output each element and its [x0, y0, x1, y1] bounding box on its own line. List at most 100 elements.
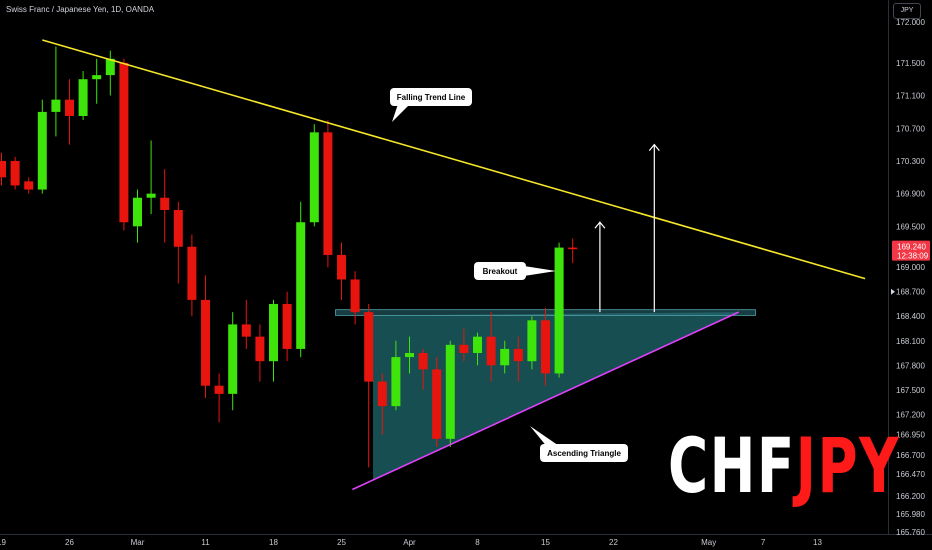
candle-body [228, 324, 238, 394]
time-tick-label: May [701, 538, 716, 547]
candle [37, 99, 47, 194]
candle-body [51, 99, 61, 112]
candle-body [377, 381, 387, 407]
watermark-logo: CHFJPY [668, 428, 900, 504]
candle-body [459, 344, 469, 354]
candle-body [337, 254, 346, 280]
candle [65, 79, 74, 145]
candle-body [187, 246, 197, 300]
candle-body [160, 197, 170, 210]
drawings-layer [42, 39, 866, 491]
candle [459, 328, 469, 362]
candle-body [282, 303, 292, 349]
candle [391, 340, 401, 411]
candle-body [350, 279, 360, 313]
candle-body [323, 132, 333, 255]
candle [473, 332, 482, 366]
candle [173, 201, 183, 284]
price-tick-label: 168.100 [896, 337, 925, 346]
price-tick-label: 169.900 [896, 190, 925, 199]
candle [119, 58, 129, 231]
candle-body [486, 336, 496, 366]
watermark-quote: JPY [795, 421, 901, 510]
candle-body [119, 62, 129, 223]
candle-body [364, 312, 374, 382]
time-tick-label: Apr [403, 538, 416, 547]
candle [350, 271, 360, 325]
candle [255, 324, 265, 382]
candle [445, 340, 455, 447]
candle [105, 50, 115, 96]
candle-body [391, 357, 401, 407]
time-tick-label: 11 [201, 538, 210, 547]
candle-body [255, 336, 265, 362]
candle [568, 238, 578, 264]
candle-body [241, 324, 251, 337]
candle-body [214, 385, 224, 394]
callout-breakout-text: Breakout [483, 267, 518, 276]
candle [228, 312, 238, 411]
candle [337, 242, 346, 300]
candle-body [78, 79, 88, 116]
symbol-title: Swiss Franc / Japanese Yen, 1D, OANDA [6, 5, 155, 14]
callout-breakout-pointer [524, 266, 556, 276]
price-tick-label: 171.500 [896, 59, 925, 68]
watermark-base: CHF [668, 421, 796, 510]
callout-breakout: Breakout [474, 262, 556, 280]
candle [296, 201, 306, 358]
price-tick-label: 166.470 [896, 470, 925, 479]
candle-body [296, 222, 306, 349]
candle [554, 242, 564, 378]
ascending-triangle-line [352, 311, 739, 491]
candle-body [554, 247, 564, 374]
callout-breakout-box [474, 262, 526, 280]
candle [241, 299, 251, 349]
candle [309, 124, 319, 227]
candle [527, 316, 537, 370]
candle [78, 71, 88, 121]
candle-body [65, 99, 74, 116]
candle [323, 120, 333, 268]
candle-body [513, 348, 523, 362]
price-tick-label: 167.800 [896, 361, 925, 370]
candle-body [133, 197, 142, 227]
candle [486, 312, 496, 382]
time-tick-label: 13 [813, 538, 822, 547]
price-tick-label: 169.500 [896, 222, 925, 231]
candle-body [568, 247, 578, 250]
projection-arrow-2 [648, 143, 660, 313]
candle-body [92, 75, 102, 80]
price-tick-label: 166.200 [896, 492, 925, 501]
candle-body [173, 209, 183, 247]
candle-body [541, 320, 550, 374]
candle-body [527, 320, 537, 362]
price-tick-label: 166.700 [896, 451, 925, 460]
price-tick-label: 169.000 [896, 263, 925, 272]
projection-arrow-head [648, 143, 660, 151]
callout-falling-trend-line-box [390, 88, 472, 106]
candles-layer [0, 46, 578, 468]
callout-falling-trend-line-text: Falling Trend Line [397, 93, 466, 102]
price-tick-label: 167.500 [896, 386, 925, 395]
current-price-value: 169.240 [897, 243, 926, 252]
callout-ascending-triangle-box [540, 444, 628, 462]
candle-body [105, 58, 115, 76]
time-tick-label: 22 [609, 538, 618, 547]
candle-body [500, 348, 510, 366]
candle [405, 336, 414, 374]
price-tick-label: 168.700 [896, 288, 925, 297]
candle-body [445, 344, 455, 439]
tick-labels-layer: 165.760 165.980 166.200 166.470 166.700 166.9… [0, 18, 930, 547]
candle [10, 156, 20, 190]
price-tick-label: 170.700 [896, 124, 925, 133]
candle-body [24, 181, 34, 190]
callout-falling-trend-line: Falling Trend Line [390, 88, 472, 122]
time-tick-label: 25 [337, 538, 346, 547]
price-tick-label: 168.400 [896, 312, 925, 321]
candle-body [201, 299, 210, 386]
currency-badge[interactable]: JPY [893, 3, 921, 19]
projection-arrow-1 [594, 221, 606, 313]
candle-body [37, 111, 47, 190]
